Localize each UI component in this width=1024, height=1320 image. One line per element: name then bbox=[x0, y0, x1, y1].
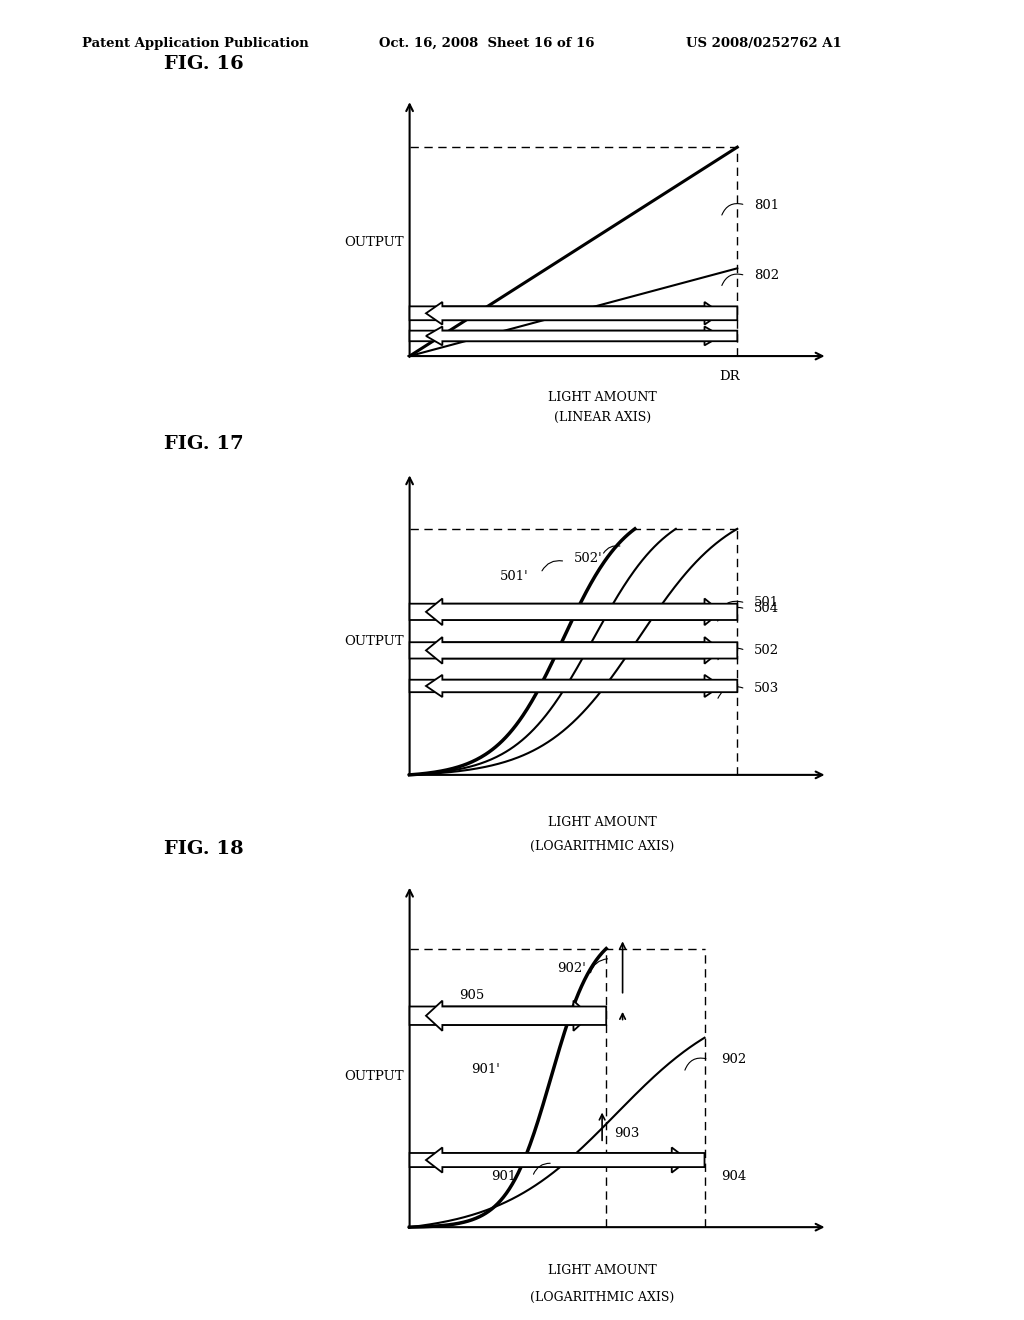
FancyArrow shape bbox=[426, 598, 737, 626]
FancyArrow shape bbox=[426, 326, 737, 346]
Text: LIGHT AMOUNT: LIGHT AMOUNT bbox=[548, 816, 656, 829]
Text: (LOGARITHMIC AXIS): (LOGARITHMIC AXIS) bbox=[530, 1291, 674, 1304]
Text: LIGHT AMOUNT: LIGHT AMOUNT bbox=[548, 1265, 656, 1276]
Text: Oct. 16, 2008  Sheet 16 of 16: Oct. 16, 2008 Sheet 16 of 16 bbox=[379, 37, 594, 50]
Text: 802: 802 bbox=[754, 269, 779, 282]
Text: US 2008/0252762 A1: US 2008/0252762 A1 bbox=[686, 37, 842, 50]
FancyArrow shape bbox=[410, 1001, 590, 1031]
Text: 902': 902' bbox=[557, 962, 586, 975]
FancyArrow shape bbox=[426, 1147, 705, 1172]
Text: 504: 504 bbox=[754, 602, 779, 615]
FancyArrow shape bbox=[410, 598, 721, 626]
FancyArrow shape bbox=[426, 302, 737, 325]
Text: 903: 903 bbox=[614, 1127, 640, 1139]
Text: OUTPUT: OUTPUT bbox=[344, 1069, 403, 1082]
Text: OUTPUT: OUTPUT bbox=[344, 635, 403, 648]
FancyArrow shape bbox=[410, 302, 721, 325]
FancyArrow shape bbox=[426, 638, 737, 664]
Text: 502': 502' bbox=[573, 552, 602, 565]
Text: 901': 901' bbox=[471, 1063, 500, 1076]
Text: 902: 902 bbox=[721, 1053, 746, 1065]
Text: 904: 904 bbox=[721, 1171, 746, 1183]
Text: 905: 905 bbox=[459, 989, 484, 1002]
Text: 901: 901 bbox=[492, 1171, 517, 1183]
Text: DR: DR bbox=[719, 370, 739, 383]
Text: Patent Application Publication: Patent Application Publication bbox=[82, 37, 308, 50]
Text: 501: 501 bbox=[754, 597, 779, 610]
Text: FIG. 17: FIG. 17 bbox=[164, 434, 244, 453]
Text: OUTPUT: OUTPUT bbox=[344, 236, 403, 249]
Text: 801: 801 bbox=[754, 198, 779, 211]
Text: 501': 501' bbox=[500, 570, 528, 582]
Text: (LINEAR AXIS): (LINEAR AXIS) bbox=[554, 412, 650, 425]
Text: 503: 503 bbox=[754, 682, 779, 696]
Text: LIGHT AMOUNT: LIGHT AMOUNT bbox=[548, 391, 656, 404]
Text: (LOGARITHMIC AXIS): (LOGARITHMIC AXIS) bbox=[530, 840, 674, 853]
FancyArrow shape bbox=[426, 1001, 606, 1031]
FancyArrow shape bbox=[410, 675, 721, 697]
Text: 502: 502 bbox=[754, 644, 779, 657]
FancyArrow shape bbox=[410, 1147, 688, 1172]
FancyArrow shape bbox=[410, 326, 721, 346]
FancyArrow shape bbox=[410, 638, 721, 664]
Text: FIG. 16: FIG. 16 bbox=[164, 54, 244, 73]
FancyArrow shape bbox=[426, 675, 737, 697]
Text: FIG. 18: FIG. 18 bbox=[164, 840, 244, 858]
